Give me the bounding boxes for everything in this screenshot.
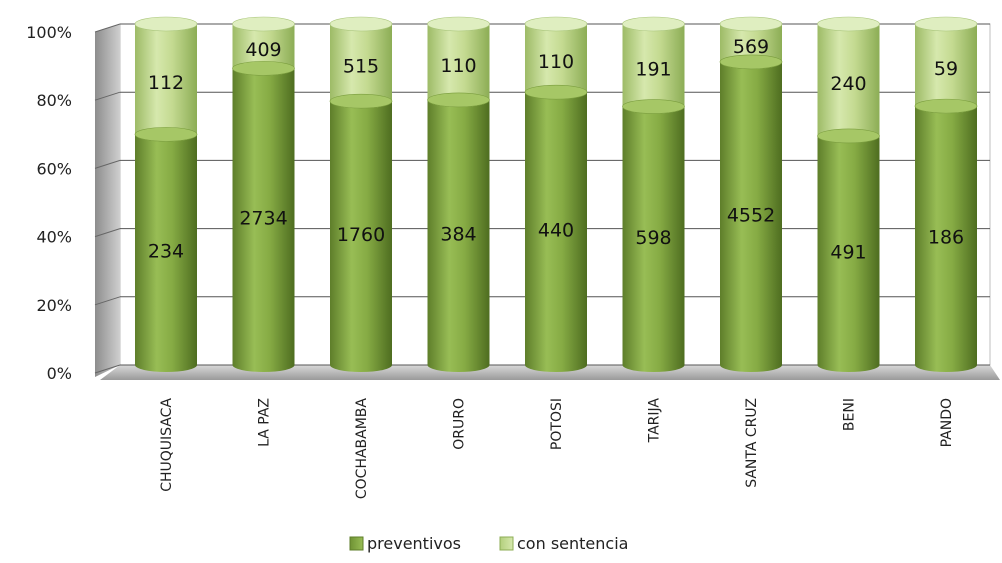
legend: preventivos con sentencia bbox=[349, 534, 628, 553]
x-category-label: LA PAZ bbox=[257, 398, 273, 447]
bar-preventivos bbox=[135, 134, 197, 372]
data-label-con-sentencia: 191 bbox=[635, 58, 671, 80]
bar-top-cap bbox=[427, 16, 490, 32]
bar-preventivos bbox=[232, 68, 295, 373]
gridline-side bbox=[94, 296, 121, 306]
data-label-con-sentencia: 409 bbox=[245, 39, 281, 61]
bar-top-cap bbox=[914, 16, 978, 32]
bar-top-cap bbox=[329, 16, 393, 32]
data-label-con-sentencia: 110 bbox=[538, 51, 574, 73]
data-label-con-sentencia: 569 bbox=[733, 36, 769, 58]
x-category-label: COCHABAMBA bbox=[354, 398, 370, 500]
data-label-con-sentencia: 59 bbox=[934, 58, 958, 80]
bar-group: 234 112 bbox=[134, 16, 198, 372]
gridline-side bbox=[94, 23, 121, 33]
x-category-label: TARIJA bbox=[647, 398, 663, 444]
legend-swatch bbox=[349, 536, 364, 551]
data-label-preventivos: 234 bbox=[148, 241, 184, 263]
y-tick-label: 40% bbox=[36, 228, 72, 247]
data-label-preventivos: 598 bbox=[635, 227, 671, 249]
gridline-side bbox=[94, 228, 121, 238]
bar-con-sentencia bbox=[427, 24, 490, 107]
x-category-label: POTOSI bbox=[549, 398, 565, 450]
bar-top-cap bbox=[524, 16, 588, 32]
data-label-preventivos: 440 bbox=[538, 220, 574, 242]
gridline-side bbox=[94, 364, 121, 374]
bar-group: 1760 515 bbox=[329, 16, 393, 372]
bar-top-cap bbox=[232, 16, 295, 32]
bar-group: 384 110 bbox=[427, 16, 490, 373]
bar-segment-cap bbox=[134, 127, 198, 142]
bar-con-sentencia bbox=[330, 24, 392, 109]
bars: 234 112 2734 409 1760 515 384 110 440 110 598 191 45… bbox=[134, 16, 978, 373]
data-label-con-sentencia: 112 bbox=[148, 72, 184, 94]
legend-label: con sentencia bbox=[517, 534, 628, 553]
bar-preventivos bbox=[330, 101, 392, 372]
data-label-preventivos: 491 bbox=[830, 241, 866, 263]
data-label-con-sentencia: 240 bbox=[830, 73, 866, 95]
data-label-preventivos: 1760 bbox=[337, 224, 385, 246]
bar-segment-cap bbox=[524, 84, 588, 100]
bar-segment-cap bbox=[622, 99, 685, 114]
x-category-label: SANTA CRUZ bbox=[744, 398, 760, 488]
data-label-con-sentencia: 110 bbox=[440, 55, 476, 77]
bar-segment-cap bbox=[427, 92, 490, 108]
gridline-side bbox=[94, 91, 121, 101]
y-tick-label: 60% bbox=[36, 159, 72, 178]
bar-preventivos bbox=[622, 106, 685, 373]
bar-preventivos bbox=[817, 135, 880, 372]
bar-preventivos bbox=[427, 99, 490, 373]
gridline-side bbox=[94, 159, 121, 169]
bar-top-cap bbox=[134, 16, 198, 32]
legend-con-sentencia: con sentencia bbox=[499, 534, 628, 553]
bar-preventivos bbox=[720, 61, 782, 373]
x-axis-category-labels: CHUQUISACA LA PAZ COCHABAMBA ORURO POTOSI TAR… bbox=[159, 398, 955, 500]
y-tick-label: 80% bbox=[36, 91, 72, 110]
bar-top-cap bbox=[817, 16, 880, 32]
data-label-preventivos: 186 bbox=[928, 227, 964, 249]
bar-group: 4552 569 bbox=[719, 16, 783, 373]
x-category-label: CHUQUISACA bbox=[159, 398, 175, 492]
bar-group: 186 59 bbox=[914, 16, 978, 372]
bar-con-sentencia bbox=[622, 24, 685, 114]
y-tick-label: 100% bbox=[26, 23, 72, 42]
bar-group: 598 191 bbox=[622, 16, 685, 373]
bar-segment-cap bbox=[914, 98, 978, 114]
bar-con-sentencia bbox=[817, 24, 880, 143]
bar-preventivos bbox=[915, 106, 977, 372]
side-wall bbox=[95, 24, 120, 377]
y-tick-label: 0% bbox=[47, 364, 72, 383]
bar-group: 491 240 bbox=[817, 16, 880, 372]
bar-segment-cap bbox=[329, 93, 393, 109]
data-label-preventivos: 384 bbox=[440, 223, 476, 245]
y-axis-tick-labels: 0% 20% 40% 60% 80% 100% bbox=[26, 23, 72, 383]
legend-preventivos: preventivos bbox=[349, 534, 461, 553]
x-category-label: PANDO bbox=[939, 398, 955, 447]
x-category-label: ORURO bbox=[452, 398, 468, 450]
bar-con-sentencia bbox=[915, 24, 977, 114]
bar-group: 2734 409 bbox=[232, 16, 295, 373]
bar-group: 440 110 bbox=[524, 16, 588, 372]
data-label-con-sentencia: 515 bbox=[343, 56, 379, 78]
bar-segment-cap bbox=[817, 128, 880, 144]
bar-preventivos bbox=[525, 92, 587, 372]
bar-top-cap bbox=[719, 16, 783, 32]
bar-segment-cap bbox=[232, 61, 295, 76]
y-tick-label: 20% bbox=[36, 296, 72, 315]
bar-segment-cap bbox=[719, 54, 783, 70]
bar-con-sentencia bbox=[525, 24, 587, 100]
bar-top-cap bbox=[622, 16, 685, 32]
data-label-preventivos: 2734 bbox=[239, 208, 287, 230]
data-label-preventivos: 4552 bbox=[727, 204, 775, 226]
legend-label: preventivos bbox=[367, 534, 461, 553]
bar-con-sentencia bbox=[135, 24, 197, 142]
legend-swatch bbox=[499, 536, 514, 551]
x-category-label: BENI bbox=[842, 398, 858, 431]
